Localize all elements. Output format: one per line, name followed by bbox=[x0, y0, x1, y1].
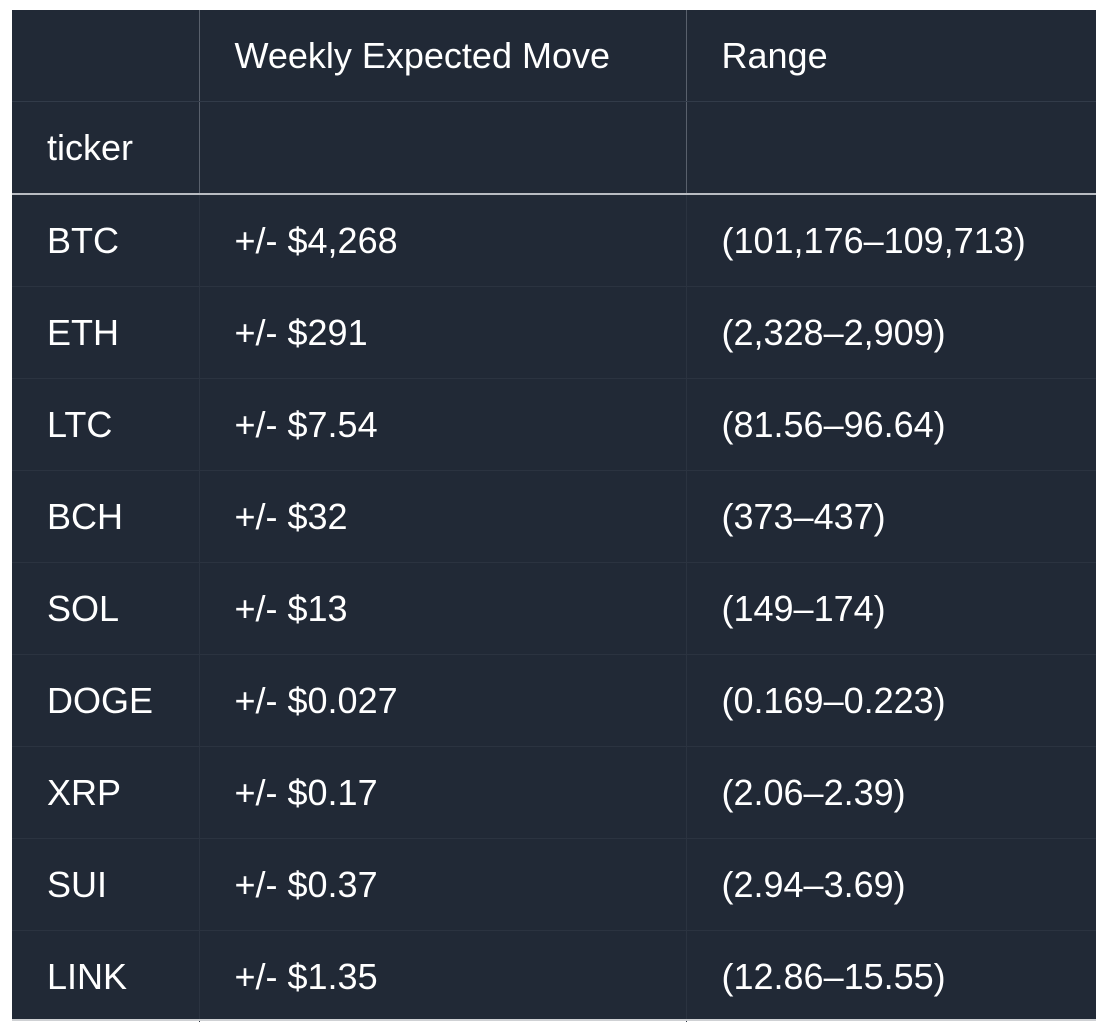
ticker-cell: BCH bbox=[12, 470, 200, 563]
table-row: XRP +/- $0.17 (2.06–2.39) bbox=[12, 746, 1096, 839]
range-cell: (12.86–15.55) bbox=[721, 955, 946, 997]
table-row: LINK +/- $1.35 (12.86–15.55) bbox=[12, 930, 1096, 1022]
table-body: BTC +/- $4,268 (101,176–109,713) ETH +/-… bbox=[12, 194, 1096, 1022]
expected-move-table-container: Weekly Expected Move Range ticker BTC +/… bbox=[12, 10, 1096, 1022]
ticker-cell: BTC bbox=[12, 194, 200, 287]
header-row-columns: Weekly Expected Move Range bbox=[12, 10, 1096, 102]
expected-move-cell: +/- $0.17 bbox=[199, 746, 687, 839]
table-row: SOL +/- $13 (149–174) bbox=[12, 562, 1096, 655]
expected-move-cell: +/- $0.37 bbox=[199, 838, 687, 931]
expected-move-cell: +/- $1.35 bbox=[199, 930, 687, 1022]
table-row: SUI +/- $0.37 (2.94–3.69) bbox=[12, 838, 1096, 931]
table-row: LTC +/- $7.54 (81.56–96.64) bbox=[12, 378, 1096, 471]
ticker-cell: DOGE bbox=[12, 654, 200, 747]
header-row-index-name: ticker bbox=[12, 101, 1096, 195]
header-cell-blank bbox=[686, 101, 1096, 195]
expected-move-cell: +/- $32 bbox=[199, 470, 687, 563]
expected-move-cell: +/- $291 bbox=[199, 286, 687, 379]
expected-move-table: Weekly Expected Move Range ticker BTC +/… bbox=[12, 10, 1096, 1022]
range-cell: (373–437) bbox=[686, 470, 1096, 563]
table-row: BTC +/- $4,268 (101,176–109,713) bbox=[12, 194, 1096, 287]
expected-move-cell: +/- $13 bbox=[199, 562, 687, 655]
range-cell: (2.94–3.69) bbox=[686, 838, 1096, 931]
header-cell-range: Range bbox=[686, 10, 1096, 102]
ticker-cell: ETH bbox=[12, 286, 200, 379]
ticker-cell: XRP bbox=[12, 746, 200, 839]
header-cell-ticker: ticker bbox=[12, 101, 200, 195]
expected-move-cell: +/- $4,268 bbox=[199, 194, 687, 287]
range-cell: (101,176–109,713) bbox=[686, 194, 1096, 287]
header-cell-index-blank bbox=[12, 10, 200, 102]
header-cell-blank bbox=[199, 101, 687, 195]
range-cell: (0.169–0.223) bbox=[686, 654, 1096, 747]
range-cell: (81.56–96.64) bbox=[686, 378, 1096, 471]
table-header: Weekly Expected Move Range ticker bbox=[12, 10, 1096, 195]
ticker-cell: SOL bbox=[12, 562, 200, 655]
ticker-cell: SUI bbox=[12, 838, 200, 931]
table-row: DOGE +/- $0.027 (0.169–0.223) bbox=[12, 654, 1096, 747]
range-cell: (2,328–2,909) bbox=[686, 286, 1096, 379]
expected-move-cell: +/- $7.54 bbox=[199, 378, 687, 471]
table-row: ETH +/- $291 (2,328–2,909) bbox=[12, 286, 1096, 379]
header-cell-weekly-expected-move: Weekly Expected Move bbox=[199, 10, 687, 102]
ticker-cell: LTC bbox=[12, 378, 200, 471]
range-cell: (2.06–2.39) bbox=[686, 746, 1096, 839]
ticker-cell: LINK bbox=[12, 930, 200, 1022]
table-row: BCH +/- $32 (373–437) bbox=[12, 470, 1096, 563]
expected-move-cell: +/- $0.027 bbox=[199, 654, 687, 747]
table-bottom-border bbox=[12, 1019, 1096, 1021]
range-cell: (149–174) bbox=[686, 562, 1096, 655]
